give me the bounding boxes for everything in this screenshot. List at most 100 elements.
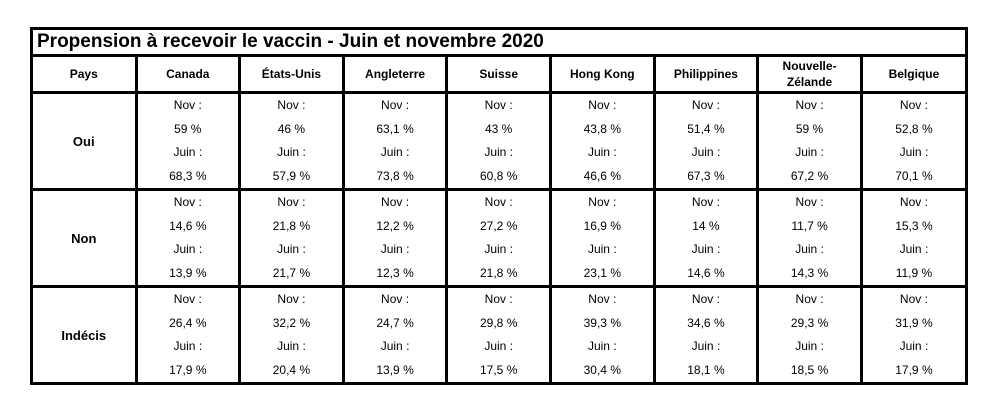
nov-value: 31,9 % xyxy=(895,315,933,330)
header-country: Hong Kong xyxy=(549,57,656,94)
juin-label: Juin : xyxy=(173,339,203,353)
nov-value: 29,8 % xyxy=(480,315,518,330)
value-cell: Nov : 32,2 % Juin : 20,4 % xyxy=(238,285,345,382)
header-pays: Pays xyxy=(33,57,138,94)
header-country: Nouvelle-Zélande xyxy=(756,57,863,94)
nov-value: 59 % xyxy=(174,121,202,136)
juin-label: Juin : xyxy=(691,339,721,353)
value-cell: Nov : 26,4 % Juin : 17,9 % xyxy=(134,285,242,382)
nov-value: 52,8 % xyxy=(895,121,933,136)
juin-label: Juin : xyxy=(380,339,410,353)
value-cell: Nov : 14,6 % Juin : 13,9 % xyxy=(134,188,242,288)
nov-label: Nov : xyxy=(484,98,513,112)
value-cell: Nov : 63,1 % Juin : 73,8 % xyxy=(341,91,449,191)
nov-value: 16,9 % xyxy=(583,218,621,233)
juin-label: Juin : xyxy=(899,339,929,353)
nov-value: 24,7 % xyxy=(376,315,414,330)
vaccine-propensity-table: Propension à recevoir le vaccin - Juin e… xyxy=(30,27,968,385)
nov-value: 14,6 % xyxy=(169,218,207,233)
juin-label: Juin : xyxy=(277,242,306,256)
juin-value: 17,9 % xyxy=(895,362,933,377)
juin-value: 11,9 % xyxy=(895,265,933,280)
juin-value: 20,4 % xyxy=(272,362,311,377)
header-country: Belgique xyxy=(859,57,965,94)
table-title: Propension à recevoir le vaccin - Juin e… xyxy=(33,30,965,57)
nov-value: 39,3 % xyxy=(583,315,621,330)
juin-value: 14,6 % xyxy=(687,265,725,280)
table-row-indécis: Indécis Nov : 26,4 % Juin : 17,9 % Nov : 32,2 … xyxy=(33,285,965,382)
header-country: États-Unis xyxy=(238,57,345,94)
nov-label: Nov : xyxy=(588,195,617,209)
nov-value: 59 % xyxy=(795,121,824,136)
nov-value: 11,7 % xyxy=(791,218,828,233)
nov-label: Nov : xyxy=(381,292,410,306)
juin-label: Juin : xyxy=(173,145,203,159)
juin-label: Juin : xyxy=(899,145,929,159)
juin-label: Juin : xyxy=(484,339,514,353)
nov-label: Nov : xyxy=(691,292,720,306)
nov-label: Nov : xyxy=(691,98,720,112)
value-cell: Nov : 24,7 % Juin : 13,9 % xyxy=(341,285,449,382)
value-cell: Nov : 43,8 % Juin : 46,6 % xyxy=(549,91,656,191)
juin-label: Juin : xyxy=(173,242,203,256)
header-country: Suisse xyxy=(445,57,552,94)
nov-label: Nov : xyxy=(795,195,824,209)
table-row-non: Non Nov : 14,6 % Juin : 13,9 % Nov : 21,8 % Jui… xyxy=(33,188,965,288)
nov-label: Nov : xyxy=(277,98,306,112)
nov-value: 43 % xyxy=(485,121,513,136)
juin-value: 17,9 % xyxy=(169,362,207,377)
nov-label: Nov : xyxy=(277,292,306,306)
value-cell: Nov : 52,8 % Juin : 70,1 % xyxy=(859,91,965,191)
juin-value: 60,8 % xyxy=(480,168,518,183)
header-row: Pays Canada États-Unis Angleterre Suisse Hon… xyxy=(33,57,965,94)
nov-value: 46 % xyxy=(277,121,306,136)
juin-value: 21,7 % xyxy=(272,265,311,280)
nov-label: Nov : xyxy=(899,195,928,209)
juin-value: 46,6 % xyxy=(583,168,621,183)
value-cell: Nov : 12,2 % Juin : 12,3 % xyxy=(341,188,449,288)
nov-label: Nov : xyxy=(795,98,824,112)
juin-value: 21,8 % xyxy=(480,265,518,280)
juin-label: Juin : xyxy=(587,339,617,353)
nov-label: Nov : xyxy=(173,292,202,306)
nov-label: Nov : xyxy=(381,195,410,209)
juin-label: Juin : xyxy=(587,145,617,159)
juin-label: Juin : xyxy=(484,242,514,256)
row-label: Oui xyxy=(33,91,138,191)
juin-value: 18,1 % xyxy=(687,362,725,377)
juin-value: 13,9 % xyxy=(169,265,207,280)
nov-label: Nov : xyxy=(484,195,513,209)
juin-value: 67,3 % xyxy=(687,168,725,183)
nov-value: 27,2 % xyxy=(480,218,518,233)
row-label: Non xyxy=(33,188,138,288)
juin-value: 12,3 % xyxy=(376,265,414,280)
value-cell: Nov : 15,3 % Juin : 11,9 % xyxy=(859,188,965,288)
juin-value: 14,3 % xyxy=(790,265,829,280)
nov-label: Nov : xyxy=(588,98,617,112)
value-cell: Nov : 39,3 % Juin : 30,4 % xyxy=(549,285,656,382)
juin-value: 18,5 % xyxy=(790,362,829,377)
value-cell: Nov : 34,6 % Juin : 18,1 % xyxy=(652,285,760,382)
juin-value: 57,9 % xyxy=(272,168,311,183)
value-cell: Nov : 59 % Juin : 67,2 % xyxy=(756,91,863,191)
nov-label: Nov : xyxy=(691,195,720,209)
juin-label: Juin : xyxy=(380,242,410,256)
value-cell: Nov : 11,7 % Juin : 14,3 % xyxy=(756,188,863,288)
juin-value: 17,5 % xyxy=(480,362,518,377)
value-cell: Nov : 21,8 % Juin : 21,7 % xyxy=(238,188,345,288)
nov-label: Nov : xyxy=(173,98,202,112)
nov-value: 51,4 % xyxy=(687,121,725,136)
nov-value: 14 % xyxy=(692,218,720,233)
nov-label: Nov : xyxy=(173,195,202,209)
juin-label: Juin : xyxy=(795,145,824,159)
nov-label: Nov : xyxy=(795,292,824,306)
juin-label: Juin : xyxy=(277,339,306,353)
header-country: Canada xyxy=(134,57,242,94)
juin-label: Juin : xyxy=(795,339,824,353)
juin-label: Juin : xyxy=(899,242,929,256)
nov-value: 43,8 % xyxy=(583,121,621,136)
juin-value: 73,8 % xyxy=(376,168,414,183)
juin-label: Juin : xyxy=(587,242,617,256)
juin-label: Juin : xyxy=(380,145,410,159)
juin-value: 70,1 % xyxy=(895,168,933,183)
